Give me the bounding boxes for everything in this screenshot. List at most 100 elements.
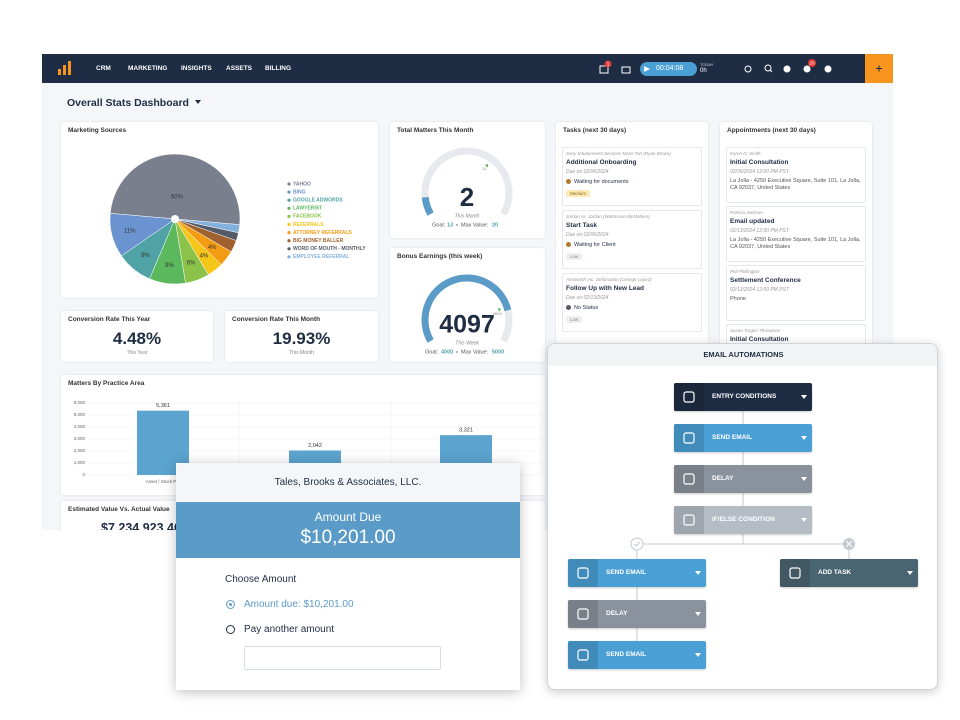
flow-node[interactable]: IF/ELSE CONDITION: [674, 506, 812, 534]
max-label: Max Value:: [461, 349, 489, 355]
node-label: DELAY: [712, 475, 734, 482]
legend-swatch: [287, 239, 291, 243]
task-matter: Amsworth Inc. Defamation (George Lopez): [566, 277, 652, 282]
icon-glyph: [577, 649, 589, 661]
node-caret[interactable]: [801, 518, 807, 522]
node-caret[interactable]: [695, 612, 701, 616]
appointment-item[interactable]: Patricia Jackson Email updated 02/13/2024 …: [726, 206, 866, 262]
goal-label: Goal:: [425, 349, 439, 355]
appointment-item[interactable]: Phil Phillington Settlement Conference 02/…: [726, 265, 866, 321]
caret: [695, 653, 701, 657]
node-label: IF/ELSE CONDITION: [712, 516, 775, 523]
goal-marker: [484, 163, 489, 168]
x-tick-label: Asset / Stock Pur: [146, 479, 181, 484]
appointment-title: Email updated: [730, 218, 775, 225]
task-title: Start Task: [566, 222, 597, 229]
appointment-location: Phone: [730, 296, 746, 302]
legend-label: BIG MONEY BALLER: [293, 238, 344, 244]
flow-node[interactable]: ENTRY CONDITIONS: [674, 383, 812, 411]
node-caret[interactable]: [801, 477, 807, 481]
task-item[interactable]: Sony Edutainment Services Mass Tort (Rya…: [562, 147, 702, 206]
icon-glyph: [683, 391, 695, 403]
node-caret[interactable]: [801, 436, 807, 440]
legend-swatch: [287, 198, 291, 202]
payment-header: Tales, Brooks & Associates, LLC.: [176, 463, 520, 502]
gauge-caption: This Week: [455, 340, 479, 346]
y-tick-label: 3,000: [74, 436, 86, 441]
flow-node[interactable]: DELAY: [568, 600, 706, 628]
task-matter: Sony Edutainment Services Mass Tort (Rya…: [566, 151, 671, 156]
card-title: Conversion Rate This Month: [232, 316, 321, 323]
appointment-person: Patricia Jackson: [730, 210, 763, 215]
flow-node[interactable]: SEND EMAIL: [568, 641, 706, 669]
connectors: [630, 411, 855, 641]
nav-link[interactable]: MARKETING: [128, 65, 168, 72]
node-caret[interactable]: [907, 571, 913, 575]
radio[interactable]: [226, 625, 235, 634]
flow-node[interactable]: ADD TASK: [780, 559, 918, 587]
dashboard-title[interactable]: Overall Stats Dashboard: [67, 97, 189, 109]
node-icon: [674, 506, 704, 534]
task-status: Waiting for Client: [574, 242, 616, 248]
node-label: SEND EMAIL: [606, 569, 647, 576]
node-caret[interactable]: [695, 571, 701, 575]
nav-link[interactable]: CRM: [96, 65, 111, 72]
appointment-item[interactable]: Karen IC Smith Initial Consultation 02/06/…: [726, 147, 866, 203]
appointment-item[interactable]: Susan Targen Thompson Initial Consultatio…: [726, 324, 866, 347]
firm-name: Tales, Brooks & Associates, LLC.: [274, 477, 422, 488]
legend-label: GOOGLE ADWORDS: [293, 198, 343, 204]
node-label: ADD TASK: [818, 569, 852, 576]
appointment-person: Susan Targen Thompson: [730, 328, 781, 333]
icon-glyph: [789, 567, 801, 579]
nav-link[interactable]: ASSETS: [226, 65, 253, 72]
icon-shade: [568, 559, 598, 587]
node-icon: [674, 465, 704, 493]
icon-shade: [674, 424, 704, 452]
status-dot: [566, 179, 571, 184]
flow-node[interactable]: SEND EMAIL: [674, 424, 812, 452]
pie-chart: 50% 11% 9% 9% 6% 4% 4% YAHOO BING GOOGLE ADWORDS L…: [109, 153, 366, 285]
radio-dot: [229, 603, 232, 606]
goal-marker-label: 4000: [493, 311, 503, 316]
flow-node[interactable]: DELAY: [674, 465, 812, 493]
legend-swatch: [287, 206, 291, 210]
slice-label: 9%: [165, 263, 174, 269]
appointments-card: Appointments (next 30 days) Karen IC Smit…: [720, 122, 872, 347]
caret: [695, 571, 701, 575]
radio-label[interactable]: Pay another amount: [244, 624, 335, 635]
slice-label: 6%: [187, 260, 196, 266]
caret: [801, 395, 807, 399]
node-caret[interactable]: [695, 653, 701, 657]
timer[interactable]: 00:04:08: [640, 62, 697, 76]
mail-badge: 1: [607, 62, 610, 68]
gauge-track: [421, 147, 513, 216]
task-item[interactable]: Jordan vs. Jordan (Wattanson McMatters) S…: [562, 210, 702, 269]
task-item[interactable]: Amsworth Inc. Defamation (George Lopez) F…: [562, 273, 702, 332]
appointment-title: Initial Consultation: [730, 159, 789, 166]
stat-caption: This Month: [289, 350, 314, 356]
nav-link[interactable]: BILLING: [265, 65, 291, 72]
icon-shade: [568, 600, 598, 628]
nav-link[interactable]: INSIGHTS: [181, 65, 212, 72]
amount-input[interactable]: [244, 646, 441, 670]
status-dot: [566, 242, 571, 247]
appointment-time: 02/13/2024 12:00 PM PST: [730, 228, 789, 234]
legend-swatch: [287, 182, 291, 186]
add-button[interactable]: [865, 54, 893, 83]
node-icon: [674, 383, 704, 411]
icon-glyph: [577, 608, 589, 620]
radio-label[interactable]: Amount due: $10,201.00: [244, 599, 354, 610]
card-title: Bonus Earnings (this week): [397, 253, 483, 260]
y-tick-label: 5,000: [74, 412, 86, 417]
pie-slice: [109, 153, 241, 225]
flow-node[interactable]: SEND EMAIL: [568, 559, 706, 587]
appointment-location: La Jolla - 4250 Executive Square, Suite …: [730, 178, 861, 191]
gauge-caption: This Month: [455, 213, 480, 219]
choose-label: Choose Amount: [225, 574, 297, 585]
card-title: Total Matters This Month: [397, 127, 474, 134]
radio-selected[interactable]: [226, 600, 235, 609]
card-title: Estimated Value Vs. Actual Value: [68, 506, 170, 513]
node-caret[interactable]: [801, 395, 807, 399]
